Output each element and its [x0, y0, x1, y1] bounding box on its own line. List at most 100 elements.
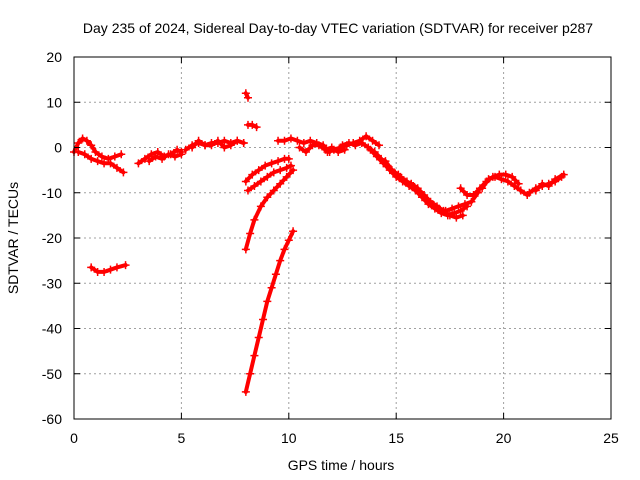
data-point — [516, 186, 525, 195]
data-point — [246, 229, 255, 238]
data-point — [286, 161, 295, 170]
series-arc-9 — [243, 120, 261, 132]
data-point — [119, 168, 128, 177]
data-point — [248, 120, 257, 129]
data-point — [420, 191, 429, 200]
data-point — [362, 132, 371, 141]
x-tick-label: 5 — [178, 430, 186, 446]
data-point — [400, 177, 409, 186]
data-point — [293, 136, 302, 145]
data-point — [267, 283, 276, 292]
data-point — [338, 141, 347, 150]
data-point — [181, 145, 190, 154]
data-point — [276, 256, 285, 265]
data-point — [91, 148, 100, 157]
x-tick-label: 0 — [70, 430, 78, 446]
data-point — [239, 138, 248, 147]
data-point — [250, 215, 259, 224]
data-point — [87, 263, 96, 272]
data-point — [368, 136, 377, 145]
data-point — [284, 236, 293, 245]
data-point — [269, 168, 278, 177]
data-point — [452, 213, 461, 222]
y-tick-label: -60 — [42, 411, 62, 427]
data-point — [87, 154, 96, 163]
data-point — [478, 184, 487, 193]
data-point — [82, 136, 91, 145]
data-point — [147, 150, 156, 159]
data-point — [194, 136, 203, 145]
data-point — [259, 315, 268, 324]
data-point — [254, 166, 263, 175]
data-point — [387, 166, 396, 175]
chart-title: Day 235 of 2024, Sidereal Day-to-day VTE… — [83, 20, 593, 36]
data-point — [372, 152, 381, 161]
data-point — [433, 202, 442, 211]
data-point — [241, 177, 250, 186]
y-tick-label: -30 — [42, 275, 62, 291]
series-arc-13 — [241, 227, 298, 396]
data-point — [551, 175, 560, 184]
data-point — [261, 161, 270, 170]
x-tick-label: 10 — [281, 430, 297, 446]
x-tick-label: 20 — [496, 430, 512, 446]
data-point — [497, 175, 506, 184]
data-point — [252, 123, 261, 132]
data-point — [97, 152, 106, 161]
data-point — [256, 202, 265, 211]
data-point — [503, 177, 512, 186]
data-point — [263, 297, 272, 306]
series-arc-23 — [531, 170, 568, 195]
data-points — [70, 89, 568, 396]
data-point — [173, 145, 182, 154]
data-point — [246, 369, 255, 378]
data-point — [299, 138, 308, 147]
data-point — [394, 170, 403, 179]
data-point — [74, 148, 83, 157]
data-point — [117, 150, 126, 159]
series-arc-3 — [87, 261, 130, 276]
series-arc-8 — [241, 89, 252, 102]
data-point — [243, 186, 252, 195]
series-line — [297, 143, 347, 154]
data-point — [366, 145, 375, 154]
data-point — [456, 206, 465, 215]
data-point — [454, 202, 463, 211]
x-tick-label: 25 — [603, 430, 619, 446]
data-point — [501, 170, 510, 179]
data-point — [243, 93, 252, 102]
data-point — [153, 148, 162, 157]
y-tick-label: -40 — [42, 321, 62, 337]
data-point — [381, 157, 390, 166]
data-point — [357, 138, 366, 147]
y-tick-label: -20 — [42, 230, 62, 246]
data-point — [329, 145, 338, 154]
y-tick-label: -50 — [42, 366, 62, 382]
data-point — [280, 136, 289, 145]
data-point — [289, 166, 298, 175]
series-arc-19 — [381, 157, 467, 222]
data-point — [282, 163, 291, 172]
series-arc-12 — [241, 166, 298, 254]
data-point — [263, 193, 272, 202]
data-point — [110, 152, 119, 161]
data-point — [241, 245, 250, 254]
data-point — [286, 134, 295, 143]
data-point — [250, 351, 259, 360]
data-point — [87, 141, 96, 150]
data-point — [188, 143, 197, 152]
data-point — [276, 166, 285, 175]
data-point — [413, 184, 422, 193]
series-arc-11 — [243, 161, 295, 195]
data-point — [559, 170, 568, 179]
data-point — [254, 333, 263, 342]
data-point — [375, 141, 384, 150]
data-point — [407, 179, 416, 188]
data-point — [306, 136, 315, 145]
data-point — [140, 154, 149, 163]
data-point — [241, 89, 250, 98]
data-point — [256, 177, 265, 186]
series-line — [72, 136, 124, 161]
